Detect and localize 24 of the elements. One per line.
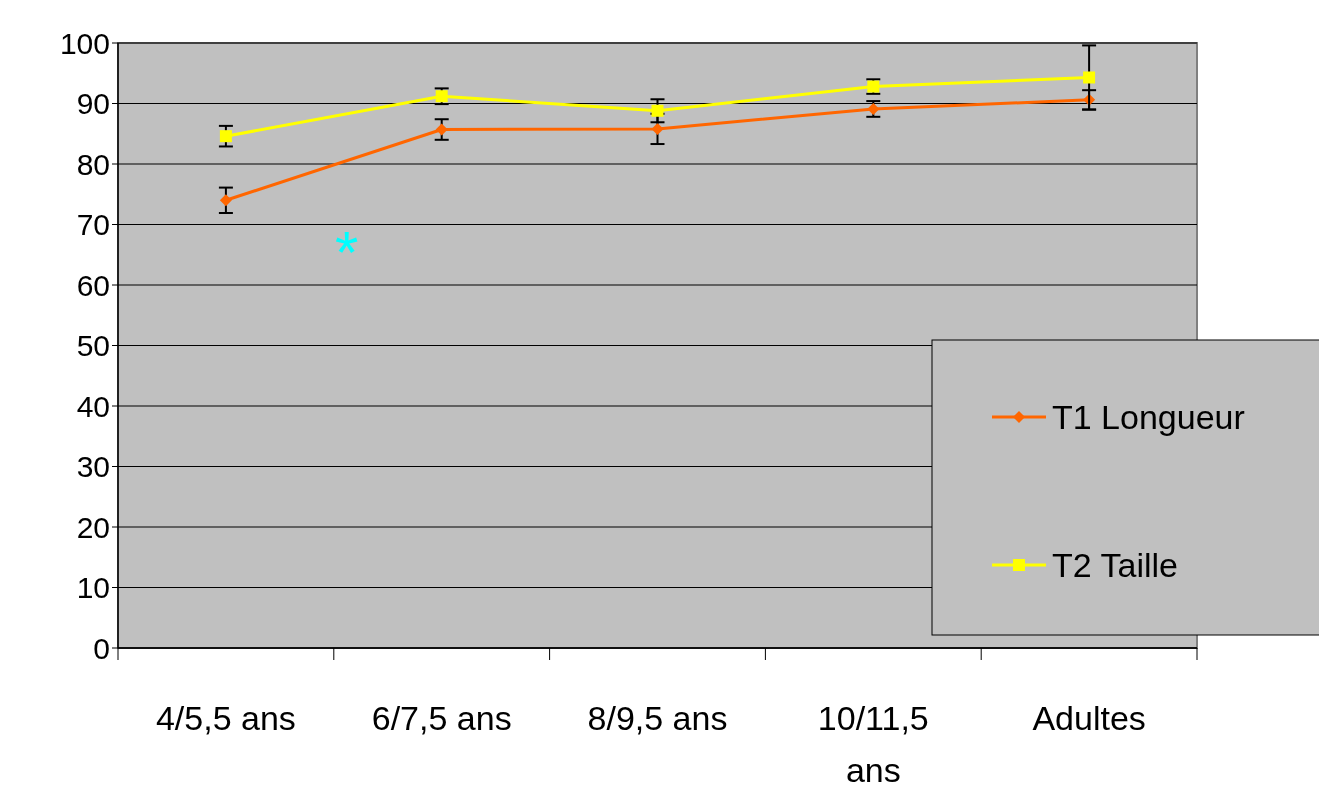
legend-label: T1 Longueur <box>1052 397 1245 436</box>
point <box>651 122 664 135</box>
annotation: * <box>335 218 359 286</box>
y-tick-label: 70 <box>76 208 110 241</box>
y-tick-label: 60 <box>76 268 110 302</box>
y-tick-label: 50 <box>76 329 110 362</box>
x-tick-label: 4/5,5 ans <box>155 699 296 737</box>
point <box>651 104 664 117</box>
y-tick-label: 0 <box>93 631 110 665</box>
y-tick-label: 80 <box>76 147 110 181</box>
y-tick-label: 10 <box>76 571 110 604</box>
x-tick-label: 10/11,5 ans <box>817 699 929 789</box>
y-tick-label: 40 <box>76 389 110 423</box>
legend-label: T2 Taille <box>1052 545 1178 584</box>
y-tick-label: 30 <box>76 450 110 483</box>
x-tick-label: 6/7,5 ans <box>371 699 512 737</box>
point <box>219 130 232 143</box>
point <box>219 194 232 207</box>
y-tick-label: 90 <box>76 87 110 120</box>
y-tick-label: 20 <box>76 510 110 544</box>
y-tick-label: 100 <box>59 26 110 60</box>
x-tick-label: 8/9,5 ans <box>587 699 728 737</box>
x-tick-label: Adultes <box>1032 699 1146 737</box>
point <box>1083 71 1096 84</box>
